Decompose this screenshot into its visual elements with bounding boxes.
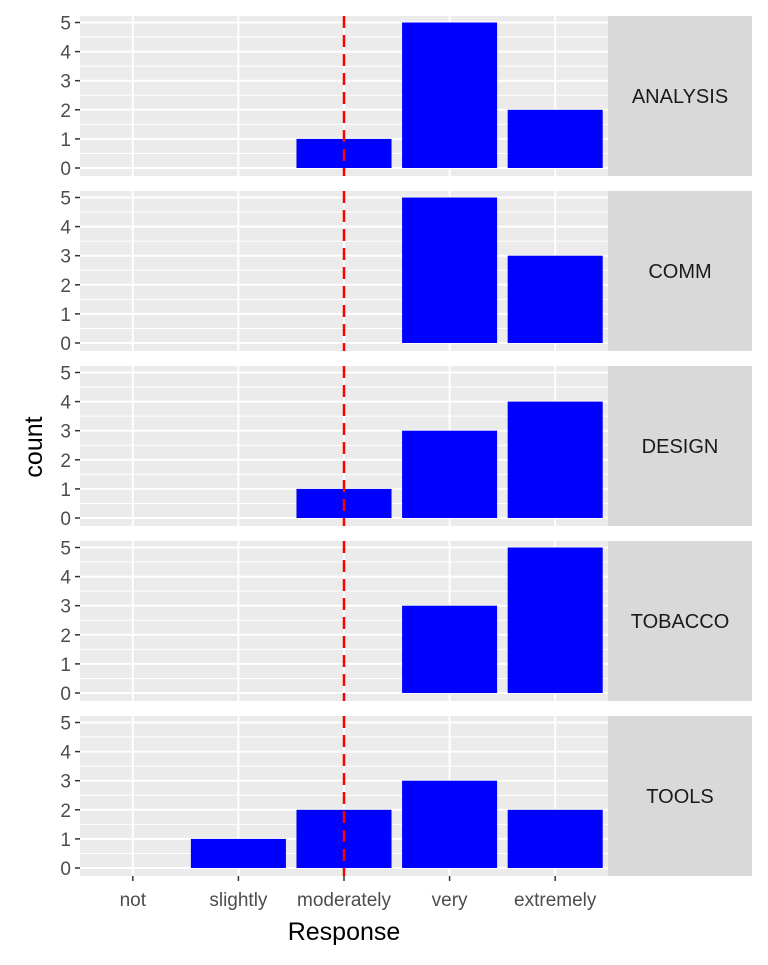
facet-panel-design: DESIGN 0 1 2 3 4 5 <box>60 364 752 530</box>
x-axis: not slightly moderately very extremely <box>120 876 597 911</box>
facet-strip-label: TOBACCO <box>631 611 730 633</box>
facet-strip-label: ANALYSIS <box>632 86 728 108</box>
bar-comm-very <box>402 197 498 343</box>
y-tick-label: 4 <box>60 218 71 239</box>
panels-layer: ANALYSIS012345COMM012345DESIGN012345TOBA… <box>60 14 752 880</box>
x-tick-label: not <box>120 890 147 911</box>
y-tick-label: 1 <box>60 655 71 676</box>
bar-design-extremely <box>507 401 603 518</box>
facet-strip-label: DESIGN <box>642 436 719 458</box>
facet-panel-analysis: ANALYSIS 0 1 2 3 4 5 <box>60 14 752 180</box>
bar-design-very <box>402 430 498 518</box>
y-tick-label: 1 <box>60 305 71 326</box>
bar-tools-slightly <box>190 838 286 868</box>
y-tick-label: 0 <box>60 859 71 880</box>
x-tick-label: extremely <box>514 890 597 911</box>
y-tick-label: 5 <box>60 189 71 210</box>
y-tick-label: 4 <box>60 568 71 589</box>
y-tick-label: 3 <box>60 247 71 268</box>
x-tick-label: slightly <box>209 890 268 911</box>
facet-strip-label: TOOLS <box>646 786 713 808</box>
facet-strip-label: COMM <box>648 261 711 283</box>
y-tick-label: 2 <box>60 451 71 472</box>
x-axis-title: Response <box>288 918 401 946</box>
y-tick-label: 1 <box>60 480 71 501</box>
bar-analysis-very <box>402 22 498 168</box>
y-axis-title: count <box>20 416 48 477</box>
facet-panel-tools: TOOLS 0 1 2 3 4 5 <box>60 714 752 880</box>
y-tick-label: 2 <box>60 801 71 822</box>
bar-comm-extremely <box>507 255 603 343</box>
y-tick-label: 0 <box>60 509 71 530</box>
y-tick-label: 0 <box>60 159 71 180</box>
facet-strip <box>608 16 752 176</box>
y-tick-label: 2 <box>60 626 71 647</box>
facet-strip <box>608 191 752 351</box>
y-tick-label: 5 <box>60 714 71 735</box>
bar-analysis-extremely <box>507 109 603 168</box>
y-tick-label: 5 <box>60 539 71 560</box>
facet-panel-comm: COMM 0 1 2 3 4 5 <box>60 189 752 355</box>
y-tick-label: 3 <box>60 597 71 618</box>
x-tick-label: very <box>432 890 468 911</box>
y-tick-label: 3 <box>60 772 71 793</box>
y-tick-label: 1 <box>60 130 71 151</box>
x-tick-label: moderately <box>297 890 391 911</box>
bar-tools-very <box>402 780 498 868</box>
y-tick-label: 2 <box>60 276 71 297</box>
facet-strip <box>608 366 752 526</box>
y-tick-label: 5 <box>60 364 71 385</box>
y-tick-label: 3 <box>60 72 71 93</box>
y-tick-label: 0 <box>60 334 71 355</box>
bar-tobacco-very <box>402 605 498 693</box>
y-tick-label: 3 <box>60 422 71 443</box>
y-tick-label: 4 <box>60 743 71 764</box>
bar-tools-extremely <box>507 809 603 868</box>
facet-strip <box>608 716 752 876</box>
facet-strip <box>608 541 752 701</box>
y-tick-label: 4 <box>60 43 71 64</box>
facet-panel-tobacco: TOBACCO 0 1 2 3 4 5 <box>60 539 752 705</box>
y-tick-label: 2 <box>60 101 71 122</box>
y-tick-label: 5 <box>60 14 71 35</box>
bar-tobacco-extremely <box>507 547 603 693</box>
y-tick-label: 4 <box>60 393 71 414</box>
y-tick-label: 1 <box>60 830 71 851</box>
y-tick-label: 0 <box>60 684 71 705</box>
